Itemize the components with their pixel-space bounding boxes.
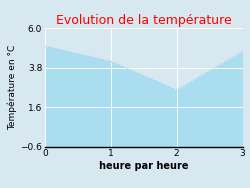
Y-axis label: Température en °C: Température en °C xyxy=(8,45,18,130)
X-axis label: heure par heure: heure par heure xyxy=(99,161,188,171)
Title: Evolution de la température: Evolution de la température xyxy=(56,14,232,27)
